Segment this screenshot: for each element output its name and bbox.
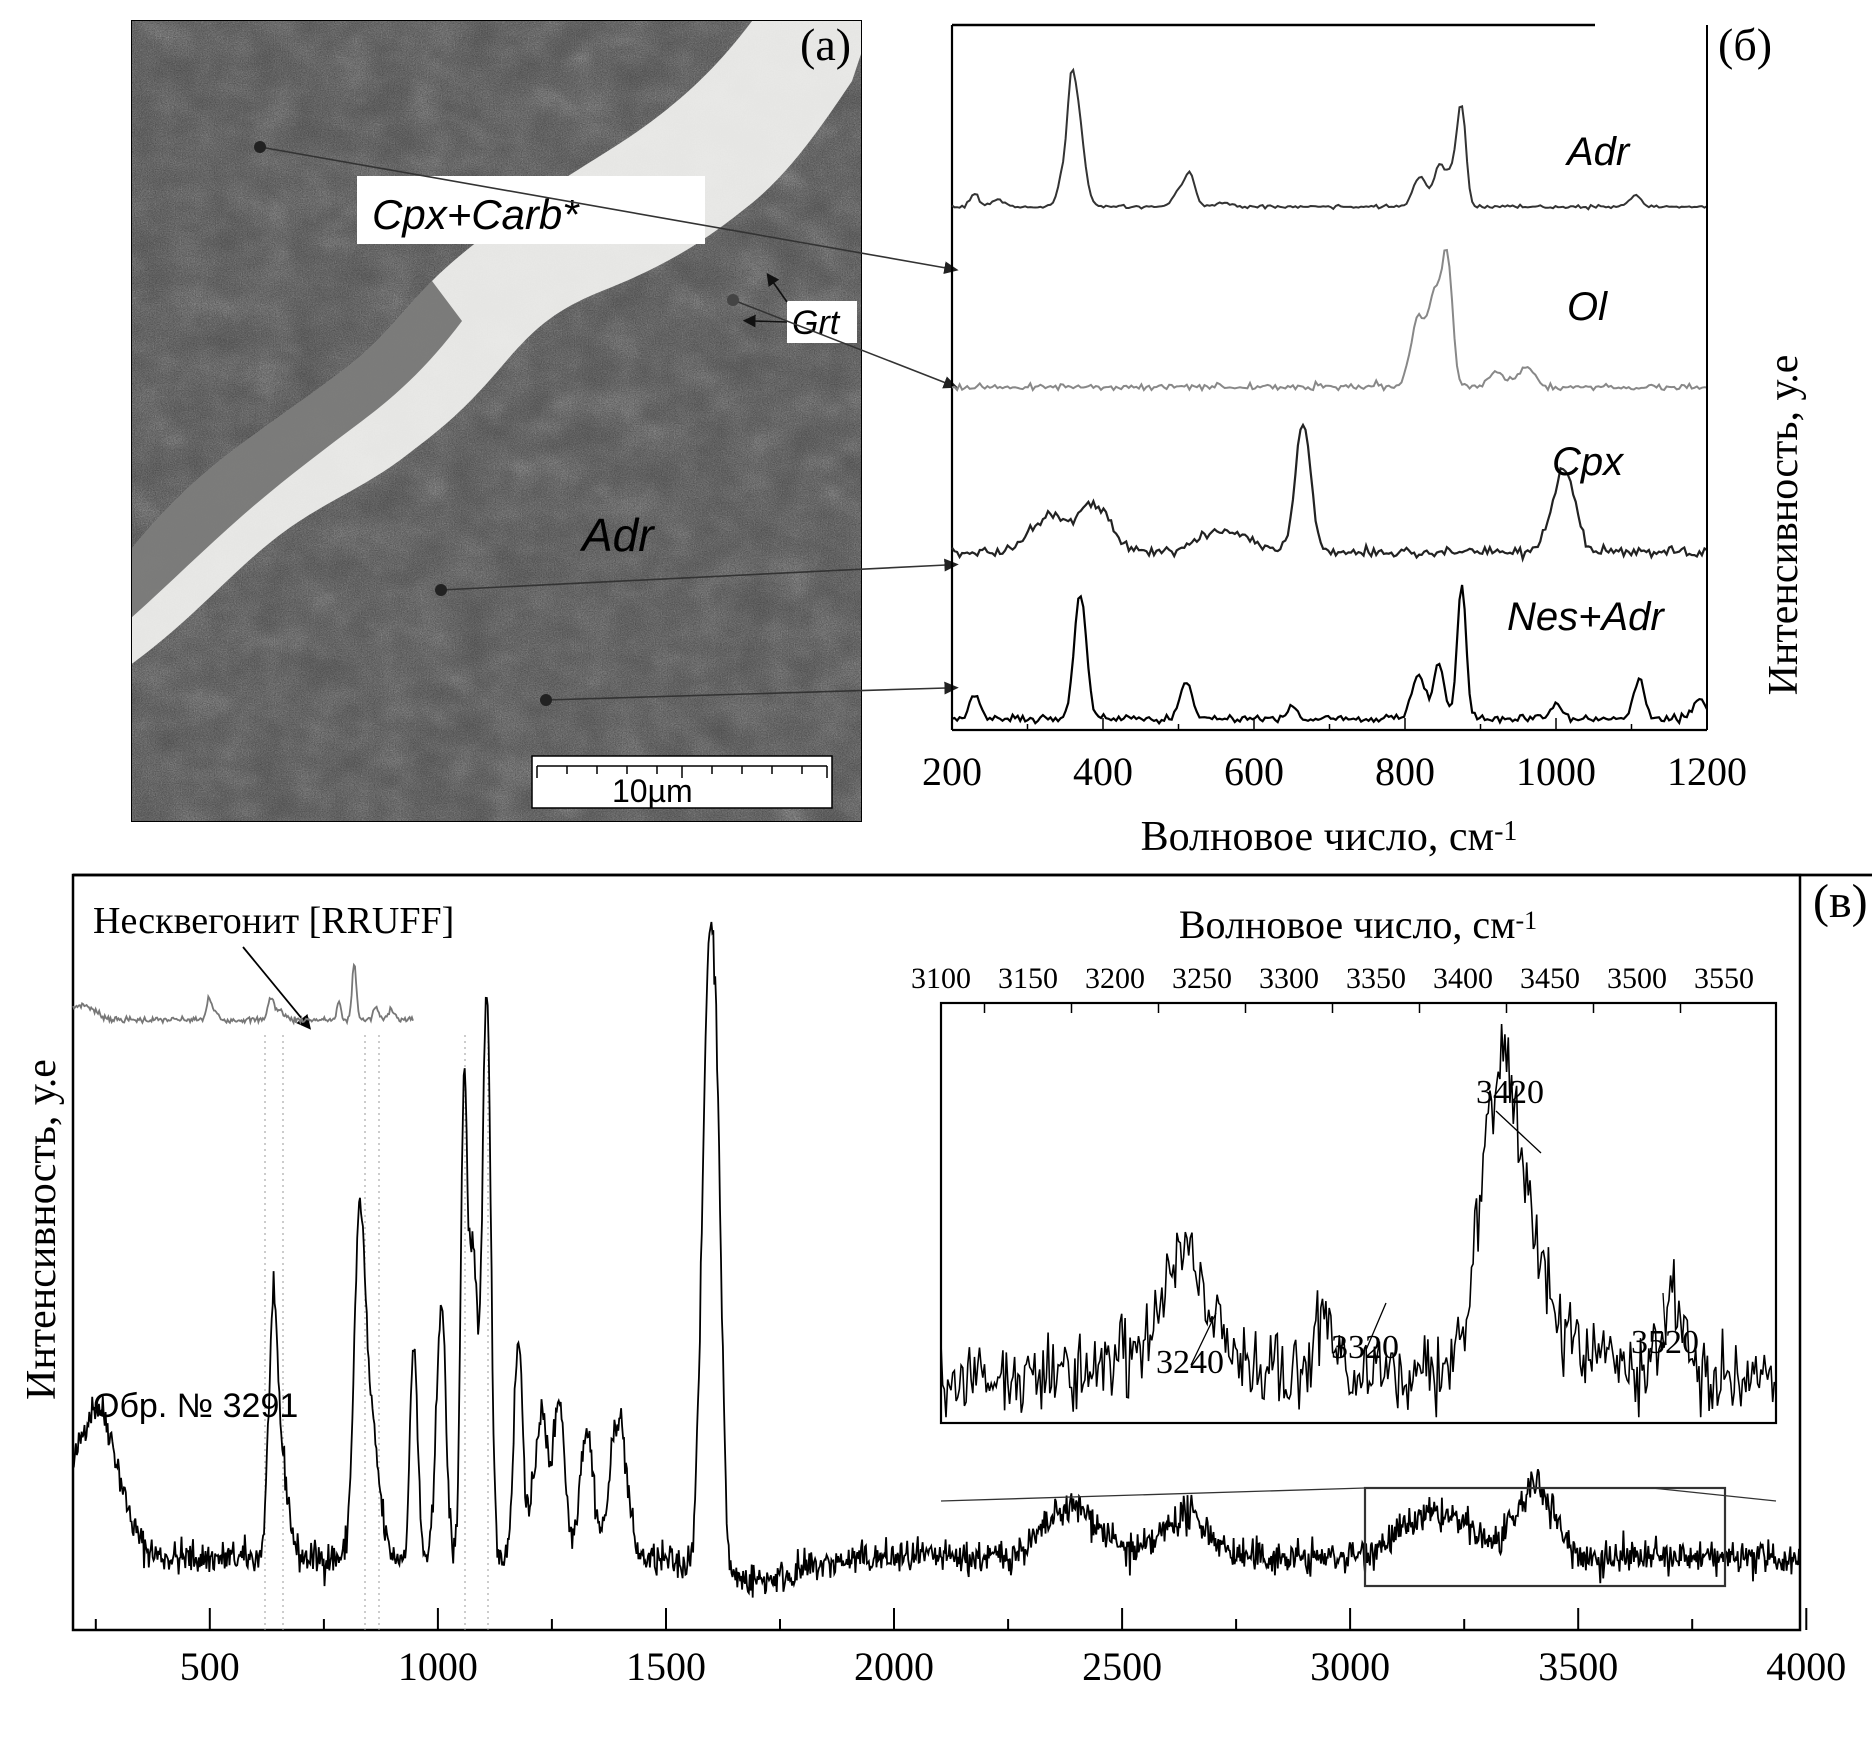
svg-text:Adr: Adr xyxy=(579,509,655,561)
svg-text:200: 200 xyxy=(922,749,982,794)
svg-text:4000: 4000 xyxy=(1766,1644,1846,1689)
svg-text:1000: 1000 xyxy=(1516,749,1596,794)
svg-text:3300: 3300 xyxy=(1259,962,1319,995)
svg-text:Волновое число, см-1: Волновое число, см-1 xyxy=(1179,902,1537,947)
svg-text:(в): (в) xyxy=(1813,875,1868,928)
svg-text:Волновое число, см-1: Волновое число, см-1 xyxy=(1141,814,1518,860)
svg-text:Интенсивность, у.е: Интенсивность, у.е xyxy=(1761,355,1807,696)
svg-text:3350: 3350 xyxy=(1346,962,1406,995)
svg-text:600: 600 xyxy=(1224,749,1284,794)
svg-text:3200: 3200 xyxy=(1085,962,1145,995)
svg-text:3500: 3500 xyxy=(1538,1644,1618,1689)
svg-text:3400: 3400 xyxy=(1433,962,1493,995)
svg-text:Ol: Ol xyxy=(1567,285,1608,329)
svg-text:Adr: Adr xyxy=(1565,130,1631,174)
svg-text:400: 400 xyxy=(1073,749,1133,794)
svg-text:3100: 3100 xyxy=(911,962,971,995)
svg-text:10µm: 10µm xyxy=(612,773,693,809)
svg-text:3000: 3000 xyxy=(1310,1644,1390,1689)
svg-text:3550: 3550 xyxy=(1694,962,1754,995)
svg-text:Несквегонит [RRUFF]: Несквегонит [RRUFF] xyxy=(93,900,454,942)
svg-text:2000: 2000 xyxy=(854,1644,934,1689)
svg-text:3450: 3450 xyxy=(1520,962,1580,995)
svg-text:1000: 1000 xyxy=(398,1644,478,1689)
svg-text:3240: 3240 xyxy=(1156,1344,1224,1381)
svg-text:1200: 1200 xyxy=(1667,749,1747,794)
svg-text:Grt: Grt xyxy=(792,304,841,342)
svg-text:1500: 1500 xyxy=(626,1644,706,1689)
svg-text:500: 500 xyxy=(180,1644,240,1689)
svg-text:2500: 2500 xyxy=(1082,1644,1162,1689)
svg-text:Nes+Adr: Nes+Adr xyxy=(1507,595,1665,639)
svg-text:3420: 3420 xyxy=(1476,1074,1544,1111)
svg-text:3150: 3150 xyxy=(998,962,1058,995)
svg-text:800: 800 xyxy=(1375,749,1435,794)
svg-text:3250: 3250 xyxy=(1172,962,1232,995)
svg-text:3320: 3320 xyxy=(1331,1329,1399,1366)
svg-text:Cpx: Cpx xyxy=(1552,440,1625,484)
svg-text:3500: 3500 xyxy=(1607,962,1667,995)
svg-text:Cpx+Carb*: Cpx+Carb* xyxy=(372,191,580,238)
